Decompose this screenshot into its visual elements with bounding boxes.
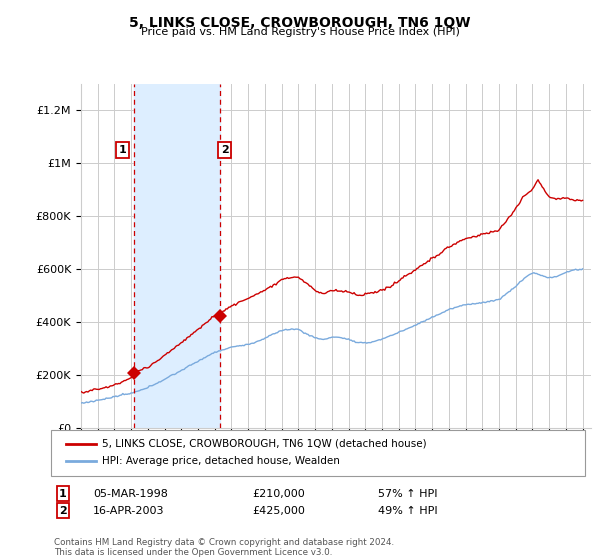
Text: 57% ↑ HPI: 57% ↑ HPI [378,489,437,499]
Text: 1: 1 [118,145,126,155]
Text: 5, LINKS CLOSE, CROWBOROUGH, TN6 1QW (detached house): 5, LINKS CLOSE, CROWBOROUGH, TN6 1QW (de… [102,438,427,449]
Text: Contains HM Land Registry data © Crown copyright and database right 2024.
This d: Contains HM Land Registry data © Crown c… [54,538,394,557]
Text: 16-APR-2003: 16-APR-2003 [93,506,164,516]
Text: 49% ↑ HPI: 49% ↑ HPI [378,506,437,516]
Text: £425,000: £425,000 [252,506,305,516]
Text: HPI: Average price, detached house, Wealden: HPI: Average price, detached house, Weal… [102,456,340,466]
Text: 5, LINKS CLOSE, CROWBOROUGH, TN6 1QW: 5, LINKS CLOSE, CROWBOROUGH, TN6 1QW [129,16,471,30]
Text: Price paid vs. HM Land Registry's House Price Index (HPI): Price paid vs. HM Land Registry's House … [140,27,460,37]
Text: 2: 2 [59,506,67,516]
Bar [134,84,220,428]
Text: 2: 2 [221,145,229,155]
Text: 1: 1 [59,489,67,499]
Text: 05-MAR-1998: 05-MAR-1998 [93,489,168,499]
Text: £210,000: £210,000 [252,489,305,499]
